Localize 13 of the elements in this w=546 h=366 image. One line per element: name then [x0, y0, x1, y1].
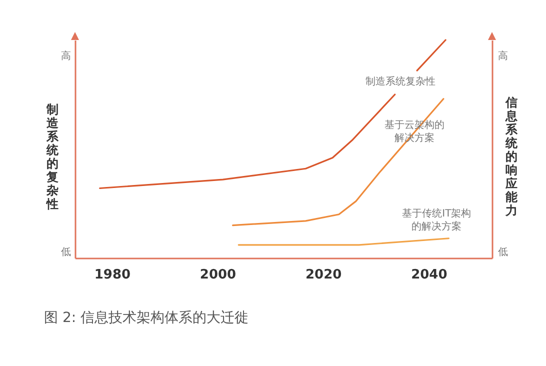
text: 信息系统的响应能力	[506, 96, 518, 218]
x-tick-label: 2040	[411, 268, 448, 282]
text: 高	[61, 50, 71, 62]
text: 低	[61, 247, 71, 258]
series-label: 基于传统IT架构的解决方案	[402, 207, 472, 232]
text: 低	[498, 247, 508, 258]
y-axis-title: 制造系统的复杂性	[46, 102, 60, 211]
text: 图 2: 信息技术架构体系的大迁徙	[44, 310, 249, 326]
x-tick-label: 2020	[305, 268, 342, 282]
x-tick-label: 1980	[94, 268, 131, 282]
x-tick-label: 2000	[200, 268, 236, 282]
text: 高	[498, 50, 508, 62]
series-label: 制造系统复杂性	[366, 76, 436, 88]
